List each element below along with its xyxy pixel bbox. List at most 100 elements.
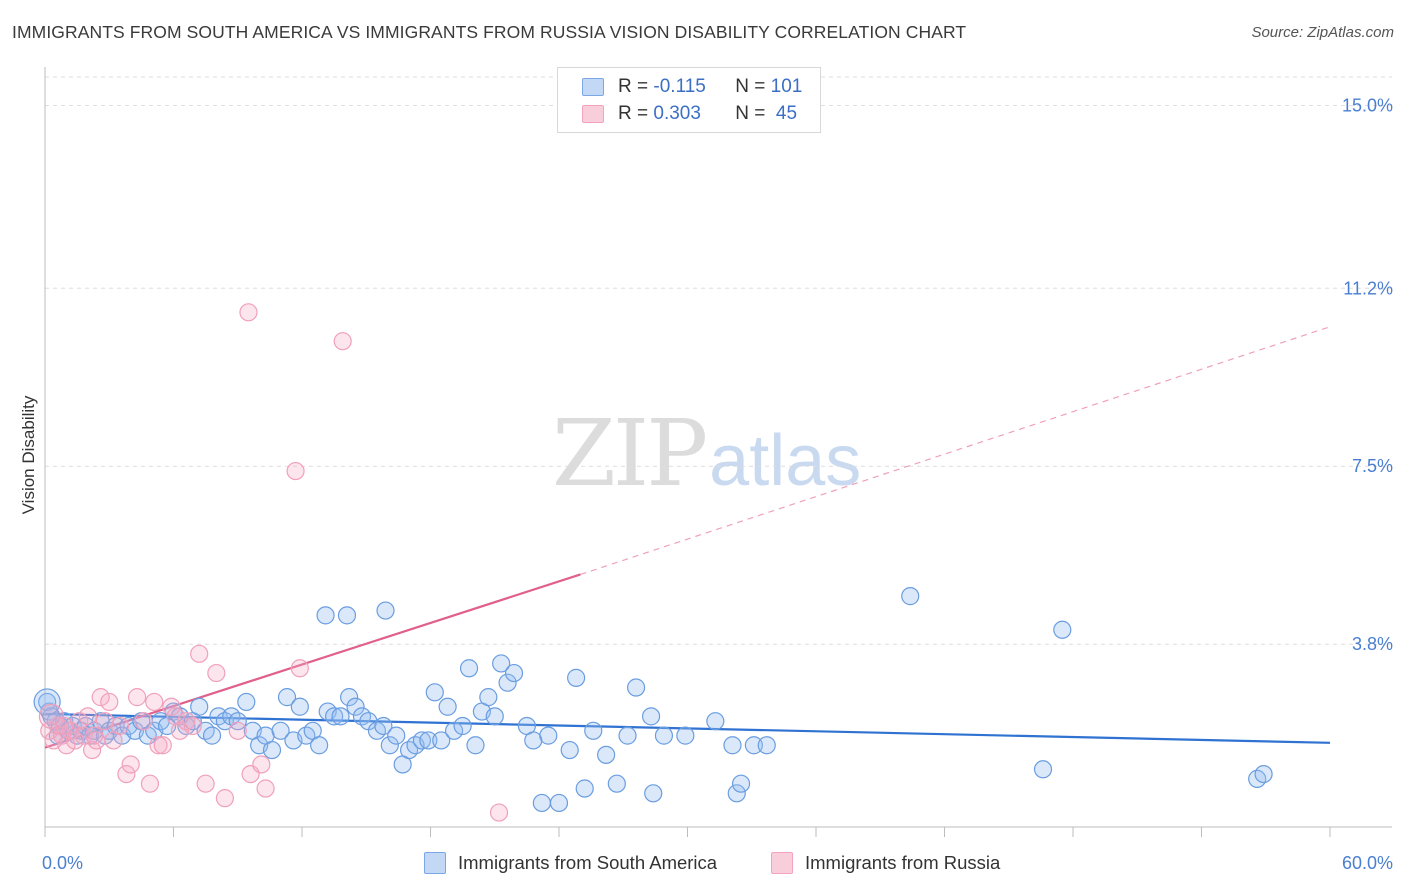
y-tick-label: 11.2% [1343,278,1393,298]
point-russia [83,740,102,760]
point-russia [145,692,164,712]
legend-n-label: N = [735,103,766,124]
point-russia [290,659,309,678]
point-south-america [532,793,551,813]
point-south-america [584,721,603,740]
point-russia [110,716,130,736]
point-south-america [438,697,457,716]
point-south-america [560,740,579,760]
point-south-america [485,707,504,726]
point-south-america [524,731,543,750]
point-russia [85,726,104,745]
point-south-america [290,697,309,716]
point-south-america [549,793,569,813]
point-south-america [1053,620,1072,639]
point-russia [256,779,275,798]
point-south-america [346,697,365,716]
point-russia [100,692,119,712]
point-south-america [412,731,432,750]
point-south-america [676,726,695,745]
legend-row-south-america: R = -0.115 N = 101 [582,74,802,100]
point-south-america [597,745,616,764]
legend-n-value-russia: 45 [775,103,798,124]
point-south-america [277,688,297,707]
point-south-america [444,721,464,740]
point-russia [239,303,258,322]
point-russia [57,736,76,755]
axes [44,67,1392,837]
legend-n-value-south-america: 101 [770,76,803,97]
point-south-america [727,784,746,803]
point-russia [134,712,153,731]
legend-r-label: R = [618,103,649,124]
point-south-america [492,654,511,673]
point-south-america [190,697,209,716]
point-south-america [228,712,247,731]
point-south-america [453,716,472,736]
point-south-america [744,736,763,755]
y-tick-label: 7.5% [1352,456,1393,476]
point-russia [78,707,97,726]
point-south-america [654,726,674,745]
point-south-america [316,606,335,625]
tick-labels: 3.8% 7.5% 11.2% 15.0% 0.0% 60.0% Vision Disabi… [19,95,1393,873]
point-south-america [310,736,329,755]
x-tick-label-min: 0.0% [42,853,83,873]
point-south-america [387,726,406,745]
point-south-america [644,784,663,803]
point-south-america [271,721,290,740]
point-south-america [432,731,451,750]
point-russia [117,764,136,784]
point-russia [207,663,226,683]
point-russia [252,755,271,774]
point-south-america [380,736,399,755]
point-south-america [38,692,57,712]
point-russia [166,707,185,726]
point-south-america [374,716,393,736]
trend-line-south-america [44,712,1331,744]
legend-n-label: N = [735,76,766,97]
point-south-america [567,668,586,687]
point-south-america [539,726,558,745]
trend-line-russia [44,573,581,749]
bottom-swatch-russia [771,852,793,874]
bottom-swatch-south-america [424,852,446,874]
point-south-america [575,779,594,798]
point-south-america [618,726,637,745]
point-south-america [331,707,350,726]
chart-title: IMMIGRANTS FROM SOUTH AMERICA VS IMMIGRA… [12,22,967,42]
point-south-america [1254,764,1273,784]
point-russia [228,721,247,740]
point-south-america [504,663,524,683]
point-south-america [459,659,479,678]
legend-r-label: R = [618,76,649,97]
x-tick-label-max: 60.0% [1342,853,1393,873]
y-axis-title: Vision Disability [19,395,38,514]
point-south-america [479,688,498,707]
source-label: Source: ZipAtlas.com [1251,24,1394,41]
point-south-america [340,688,359,707]
point-russia-cluster [38,703,65,729]
point-south-america [626,678,646,697]
point-russia [153,736,172,755]
point-south-america [237,692,256,712]
point-russia [65,731,85,750]
bottom-legend-south-america: Immigrants from South America [424,852,717,874]
point-russia [121,755,140,774]
data-points [33,303,1273,822]
bottom-legend-label-russia: Immigrants from Russia [805,852,1001,873]
point-russia [190,644,209,663]
point-south-america [731,774,751,793]
point-south-america-cluster [33,688,61,716]
point-south-america [1033,760,1053,779]
legend-r-value-south-america: -0.115 [653,76,706,97]
trend-lines [44,326,1331,749]
point-south-america [262,740,282,760]
bottom-legend-label-south-america: Immigrants from South America [458,852,718,873]
point-russia [91,688,110,707]
point-russia [215,789,234,808]
point-russia [183,716,202,736]
point-russia [127,688,147,707]
swatch-south-america [582,78,604,96]
